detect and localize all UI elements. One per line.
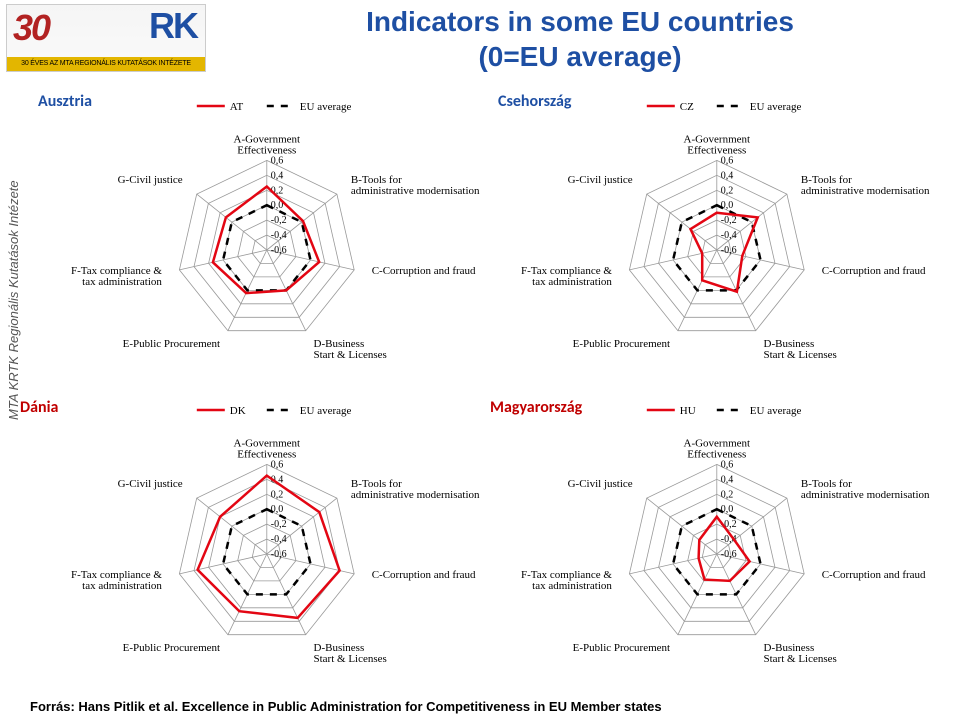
svg-text:Effectiveness: Effectiveness: [687, 448, 746, 460]
svg-text:administrative modernisation: administrative modernisation: [801, 489, 930, 501]
logo-rk-text: RK: [149, 5, 197, 47]
svg-text:Start & Licenses: Start & Licenses: [764, 653, 837, 665]
svg-text:G-Civil justice: G-Civil justice: [118, 174, 183, 186]
svg-text:0,6: 0,6: [271, 155, 284, 166]
svg-text:0,6: 0,6: [271, 459, 284, 470]
svg-text:0,6: 0,6: [721, 155, 734, 166]
svg-text:-0,6: -0,6: [271, 549, 287, 560]
side-text: MTA KRTK Regionális Kutatások Intézete: [6, 180, 21, 420]
svg-text:-0,2: -0,2: [271, 215, 287, 226]
svg-text:0,4: 0,4: [721, 474, 734, 485]
svg-text:G-Civil justice: G-Civil justice: [568, 174, 633, 186]
header: 30 RK 30 ÉVES AZ MTA REGIONÁLIS KUTATÁSO…: [0, 0, 960, 80]
svg-text:administrative modernisation: administrative modernisation: [351, 489, 480, 501]
radar-chart-austria: 0,60,40,20,0-0,2-0,4-0,6A-GovernmentEffe…: [60, 96, 500, 376]
svg-text:-0,6: -0,6: [721, 245, 737, 256]
svg-text:administrative modernisation: administrative modernisation: [801, 185, 930, 197]
svg-text:tax administration: tax administration: [82, 580, 162, 592]
svg-text:-0,2: -0,2: [721, 215, 737, 226]
svg-text:0,2: 0,2: [271, 489, 284, 500]
svg-text:EU average: EU average: [300, 101, 352, 113]
svg-text:C-Corruption and fraud: C-Corruption and fraud: [822, 569, 926, 581]
svg-text:tax administration: tax administration: [82, 276, 162, 288]
svg-text:-0,4: -0,4: [721, 230, 737, 241]
logo: 30 RK 30 ÉVES AZ MTA REGIONÁLIS KUTATÁSO…: [6, 4, 206, 72]
svg-text:Effectiveness: Effectiveness: [237, 448, 296, 460]
logo-30-text: 30: [13, 7, 49, 49]
svg-text:C-Corruption and fraud: C-Corruption and fraud: [372, 265, 476, 277]
svg-text:administrative modernisation: administrative modernisation: [351, 185, 480, 197]
svg-text:0,0: 0,0: [721, 200, 734, 211]
svg-text:0,4: 0,4: [271, 170, 284, 181]
svg-text:G-Civil justice: G-Civil justice: [118, 478, 183, 490]
svg-text:Start & Licenses: Start & Licenses: [764, 349, 837, 361]
svg-text:0,2: 0,2: [721, 489, 734, 500]
svg-text:Start & Licenses: Start & Licenses: [314, 349, 387, 361]
svg-text:EU average: EU average: [750, 101, 802, 113]
svg-text:C-Corruption and fraud: C-Corruption and fraud: [372, 569, 476, 581]
title-line-2: (0=EU average): [478, 41, 681, 72]
page-title: Indicators in some EU countries (0=EU av…: [220, 4, 940, 74]
svg-text:E-Public Procurement: E-Public Procurement: [123, 338, 220, 350]
footer-source: Forrás: Hans Pitlik et al. Excellence in…: [30, 699, 662, 714]
svg-text:HU: HU: [680, 405, 696, 417]
svg-text:-0,2: -0,2: [271, 519, 287, 530]
logo-band-text: 30 ÉVES AZ MTA REGIONÁLIS KUTATÁSOK INTÉ…: [7, 57, 205, 71]
page: { "header": { "title_line1": "Indicators…: [0, 0, 960, 720]
svg-text:-0,4: -0,4: [271, 230, 287, 241]
svg-text:0,4: 0,4: [721, 170, 734, 181]
chart-label-denmark: Dánia: [20, 398, 58, 417]
svg-text:E-Public Procurement: E-Public Procurement: [123, 642, 220, 654]
svg-text:EU average: EU average: [300, 405, 352, 417]
svg-text:DK: DK: [230, 405, 246, 417]
radar-chart-hungary: 0,60,40,20,0-0,2-0,4-0,6A-GovernmentEffe…: [510, 400, 950, 680]
svg-text:-0,6: -0,6: [271, 245, 287, 256]
radar-chart-denmark: 0,60,40,20,0-0,2-0,4-0,6A-GovernmentEffe…: [60, 400, 500, 680]
svg-text:tax administration: tax administration: [532, 580, 612, 592]
svg-text:Effectiveness: Effectiveness: [687, 144, 746, 156]
svg-text:tax administration: tax administration: [532, 276, 612, 288]
svg-text:E-Public Procurement: E-Public Procurement: [573, 338, 670, 350]
svg-text:Effectiveness: Effectiveness: [237, 144, 296, 156]
svg-text:0,6: 0,6: [721, 459, 734, 470]
svg-text:0,2: 0,2: [721, 185, 734, 196]
svg-text:C-Corruption and fraud: C-Corruption and fraud: [822, 265, 926, 277]
svg-text:AT: AT: [230, 101, 244, 113]
svg-text:CZ: CZ: [680, 101, 694, 113]
svg-text:0,0: 0,0: [271, 504, 284, 515]
svg-text:G-Civil justice: G-Civil justice: [568, 478, 633, 490]
svg-text:0,0: 0,0: [721, 504, 734, 515]
svg-text:E-Public Procurement: E-Public Procurement: [573, 642, 670, 654]
svg-text:-0,4: -0,4: [271, 534, 287, 545]
svg-text:Start & Licenses: Start & Licenses: [314, 653, 387, 665]
svg-text:-0,6: -0,6: [721, 549, 737, 560]
radar-chart-czech: 0,60,40,20,0-0,2-0,4-0,6A-GovernmentEffe…: [510, 96, 950, 376]
title-line-1: Indicators in some EU countries: [366, 6, 794, 37]
svg-text:EU average: EU average: [750, 405, 802, 417]
